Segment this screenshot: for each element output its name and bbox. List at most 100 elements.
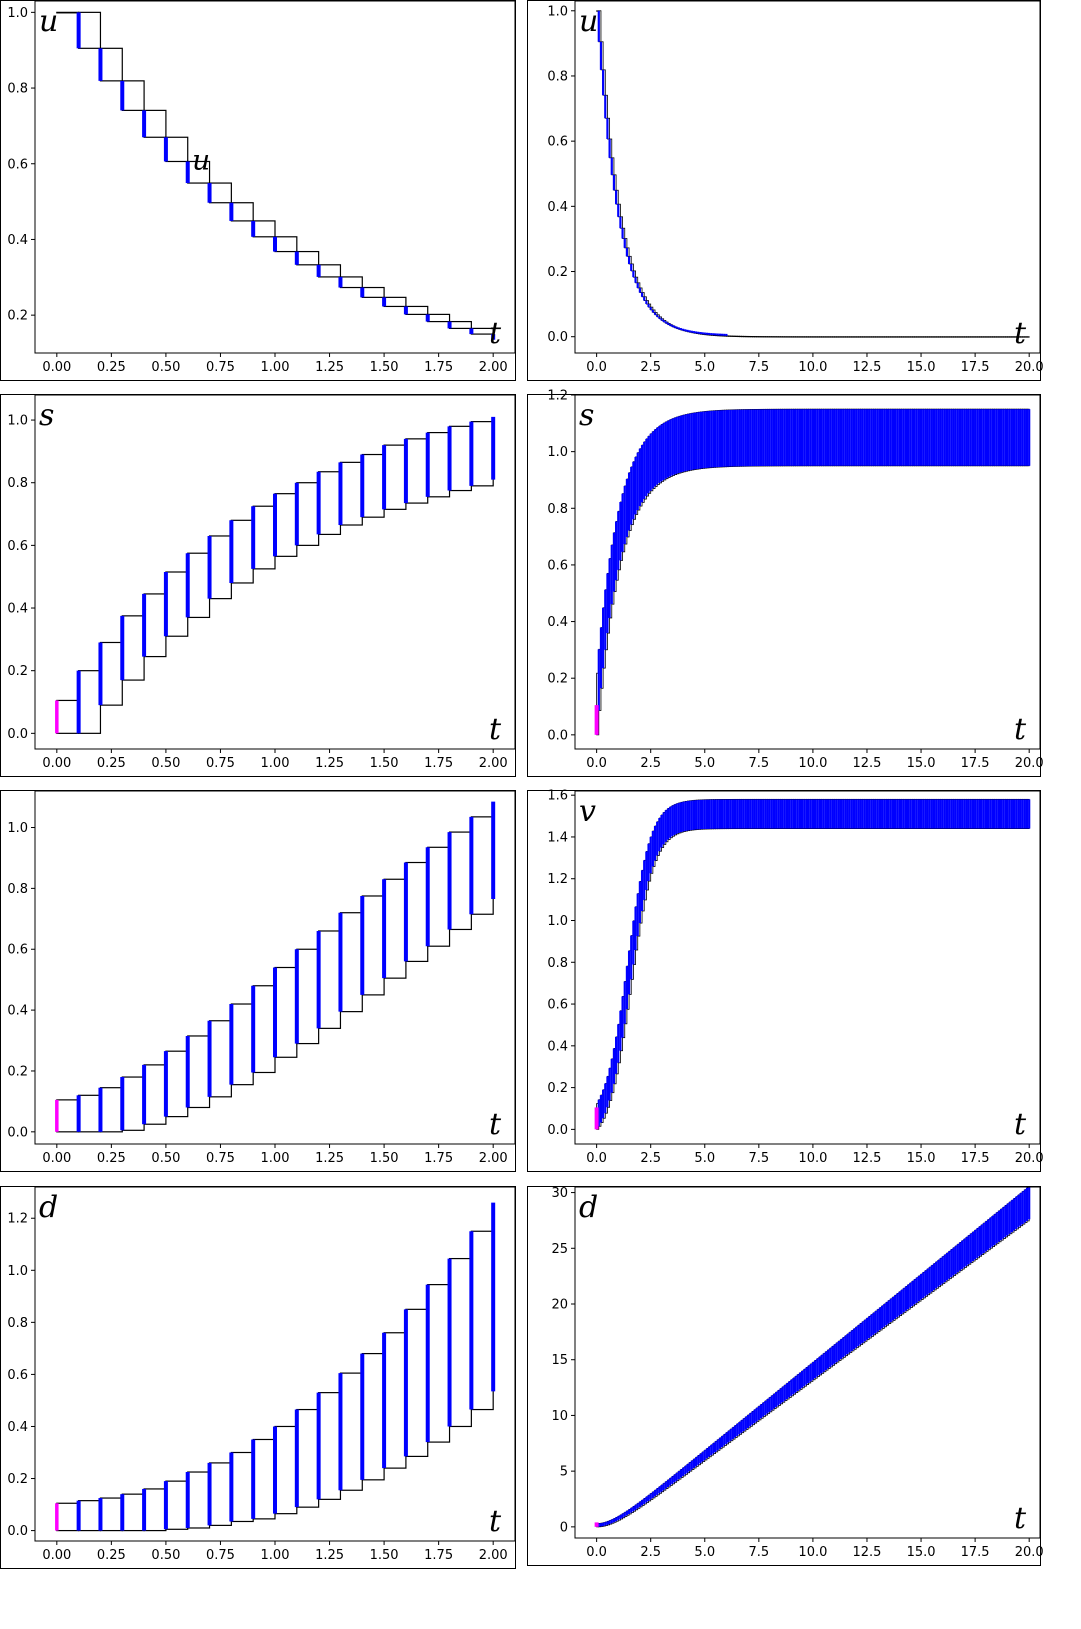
y-tick: 0.8 [7,476,35,491]
y-tick-label: 0.4 [7,233,28,248]
axes-frame [34,0,516,354]
x-tick-label: 1.50 [370,1548,399,1563]
x-tick: 1.25 [315,353,344,375]
enclosure-box [448,425,472,492]
x-tick-label: 2.5 [640,1151,661,1166]
plot-area [594,1187,1031,1528]
y-tick: 1.0 [7,1264,35,1279]
x-tick-label: 1.75 [424,756,453,771]
y-tick: 0.4 [7,233,35,248]
x-tick-label: 0.75 [206,360,235,375]
x-tick-label: 1.75 [424,1548,453,1563]
x-tick-label: 2.00 [479,1151,508,1166]
x-tick-label: 1.25 [315,1151,344,1166]
enclosure-box [208,1020,232,1098]
x-tick: 0.50 [151,1541,180,1563]
y-tick: 0.4 [7,1420,35,1435]
y-tick: 0.4 [547,200,575,215]
x-tick: 2.00 [479,749,508,771]
y-tick-label: 15 [551,1353,568,1368]
plot-d-short: 0.00 0.25 0.50 0.75 1.00 1.25 1.50 1.75 2.00 0.0 0… [0,1186,516,1569]
y-tick-label: 0.2 [547,265,568,280]
enclosure-box [339,461,363,526]
x-tick: 20.0 [1015,749,1044,771]
y-tick-label: 0.6 [7,157,28,172]
plot-s-long: 0.0 2.5 5.0 7.5 10.0 12.5 15.0 17.5 20.0 0.0 0.2 0.… [527,389,1044,777]
y-tick-label: 5 [560,1465,568,1480]
x-tick: 1.25 [315,1541,344,1563]
x-tick: 5.0 [694,1144,715,1166]
enclosure-box [78,11,102,49]
figure-frame [527,790,1041,1172]
y-tick: 0.0 [7,1125,35,1140]
y-tick-label: 0.8 [7,882,28,897]
y-tick: 1.4 [547,830,575,845]
enclosure-box [339,1372,363,1491]
y-tick: 5 [560,1465,575,1480]
y-tick-label: 1.0 [7,821,28,836]
x-tick: 20.0 [1015,353,1044,375]
x-tick-label: 2.5 [640,1545,661,1560]
y-tick-label: 0.8 [547,502,568,517]
y-tick-label: 1.2 [547,389,568,404]
x-tick-label: 1.50 [370,1151,399,1166]
x-axis-label: t [1014,712,1027,747]
x-tick-label: 20.0 [1015,1151,1044,1166]
enclosure-box [78,1094,102,1133]
x-tick: 7.5 [748,1144,769,1166]
enclosure-box [448,1257,472,1428]
enclosure-box [230,1003,254,1086]
figure-frame [527,0,1041,381]
enclosure-box [99,1087,123,1133]
x-tick: 17.5 [961,353,990,375]
y-tick: 1.2 [547,389,575,404]
enclosure-box [230,519,254,584]
y-tick-label: 0.8 [547,956,568,971]
x-tick-label: 5.0 [694,1151,715,1166]
y-tick: 0.2 [547,1081,575,1096]
plot-d-long: 0.0 2.5 5.0 7.5 10.0 12.5 15.0 17.5 20.0 0 5 10 15 20… [527,1186,1044,1566]
axes-frame [574,394,1041,750]
x-tick: 1.50 [370,1541,399,1563]
enclosure-box [448,320,472,329]
x-tick-label: 15.0 [907,756,936,771]
x-tick: 10.0 [798,353,827,375]
x-tick-label: 1.50 [370,360,399,375]
y-tick: 0.2 [7,1472,35,1487]
x-tick-label: 1.00 [261,756,290,771]
y-tick-label: 25 [551,1242,568,1257]
y-axis-label: u [579,4,598,39]
enclosure-box [230,202,254,222]
axes-frame [34,394,516,750]
x-tick: 0.25 [97,353,126,375]
y-tick: 0.6 [547,558,575,573]
axes-frame [574,0,1041,354]
x-tick-label: 1.00 [261,1548,290,1563]
enclosure-box [187,552,211,619]
enclosure-box [470,1230,494,1411]
x-tick: 1.75 [424,1144,453,1166]
y-tick: 25 [551,1242,575,1257]
y-tick: 0.8 [7,882,35,897]
x-tick: 2.00 [479,353,508,375]
enclosure-box [274,493,298,557]
y-tick-label: 0.2 [7,309,28,324]
x-tick-label: 2.00 [479,756,508,771]
x-tick: 2.00 [479,1144,508,1166]
y-tick: 0.6 [7,539,35,554]
y-tick: 0.0 [547,1123,575,1138]
y-tick-label: 0.4 [547,1039,568,1054]
y-axis-label: u [39,4,58,39]
y-tick-label: 0.0 [547,1123,568,1138]
y-tick-label: 10 [551,1409,568,1424]
x-tick: 1.75 [424,353,453,375]
x-tick: 2.5 [640,749,661,771]
x-tick-label: 17.5 [961,756,990,771]
x-tick-label: 0.50 [151,360,180,375]
enclosure-box [187,1035,211,1109]
enclosure-box [361,895,385,996]
y-axis-label: s [579,398,594,433]
x-tick: 12.5 [853,353,881,375]
y-tick: 10 [551,1409,575,1424]
y-tick: 0.4 [7,1004,35,1019]
